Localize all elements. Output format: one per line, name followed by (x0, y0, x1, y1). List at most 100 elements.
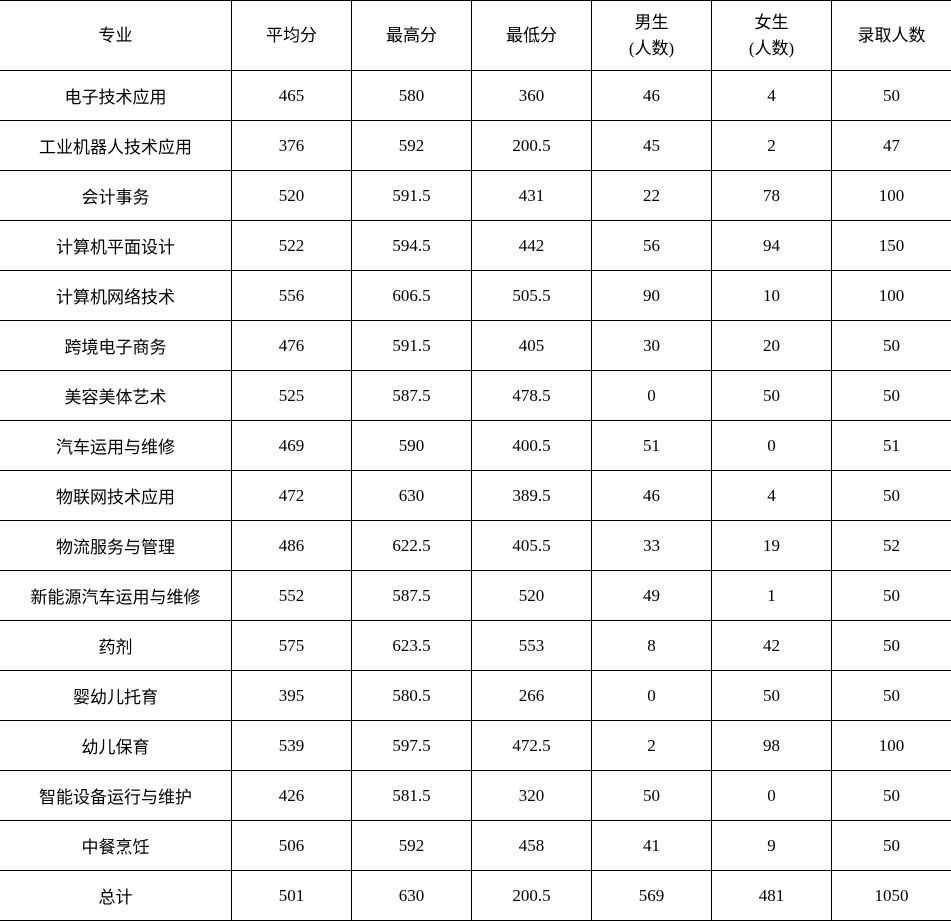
cell-major: 汽车运用与维修 (0, 421, 232, 471)
header-cell-total: 录取人数 (832, 1, 951, 71)
cell-major: 电子技术应用 (0, 71, 232, 121)
cell-min: 431 (472, 171, 592, 221)
cell-avg: 525 (232, 371, 352, 421)
cell-avg: 486 (232, 521, 352, 571)
table-row: 计算机网络技术556606.5505.59010100 (0, 271, 951, 321)
cell-max: 630 (352, 871, 472, 921)
cell-min: 478.5 (472, 371, 592, 421)
cell-female: 4 (712, 471, 832, 521)
cell-min: 442 (472, 221, 592, 271)
header-cell-male: 男生(人数) (592, 1, 712, 71)
cell-major: 物流服务与管理 (0, 521, 232, 571)
cell-min: 320 (472, 771, 592, 821)
cell-avg: 552 (232, 571, 352, 621)
cell-male: 90 (592, 271, 712, 321)
cell-male: 30 (592, 321, 712, 371)
cell-avg: 376 (232, 121, 352, 171)
table-row: 智能设备运行与维护426581.532050050 (0, 771, 951, 821)
cell-min: 200.5 (472, 121, 592, 171)
cell-male: 33 (592, 521, 712, 571)
cell-min: 520 (472, 571, 592, 621)
header-cell-avg: 平均分 (232, 1, 352, 71)
cell-max: 580.5 (352, 671, 472, 721)
cell-min: 505.5 (472, 271, 592, 321)
header-cell-max: 最高分 (352, 1, 472, 71)
cell-female: 98 (712, 721, 832, 771)
cell-female: 1 (712, 571, 832, 621)
cell-min: 266 (472, 671, 592, 721)
cell-male: 8 (592, 621, 712, 671)
cell-female: 2 (712, 121, 832, 171)
cell-female: 0 (712, 771, 832, 821)
cell-male: 45 (592, 121, 712, 171)
table-row: 总计501630200.55694811050 (0, 871, 951, 921)
cell-total: 52 (832, 521, 951, 571)
table-row: 物流服务与管理486622.5405.5331952 (0, 521, 951, 571)
cell-major: 计算机网络技术 (0, 271, 232, 321)
cell-male: 50 (592, 771, 712, 821)
cell-total: 50 (832, 321, 951, 371)
cell-female: 19 (712, 521, 832, 571)
cell-male: 46 (592, 71, 712, 121)
cell-male: 51 (592, 421, 712, 471)
cell-major: 会计事务 (0, 171, 232, 221)
cell-avg: 575 (232, 621, 352, 671)
cell-min: 405 (472, 321, 592, 371)
cell-female: 50 (712, 371, 832, 421)
cell-avg: 556 (232, 271, 352, 321)
cell-max: 597.5 (352, 721, 472, 771)
cell-avg: 539 (232, 721, 352, 771)
cell-min: 400.5 (472, 421, 592, 471)
cell-max: 594.5 (352, 221, 472, 271)
header-cell-female: 女生(人数) (712, 1, 832, 71)
table-row: 新能源汽车运用与维修552587.552049150 (0, 571, 951, 621)
cell-max: 580 (352, 71, 472, 121)
cell-total: 50 (832, 621, 951, 671)
cell-max: 587.5 (352, 571, 472, 621)
cell-max: 623.5 (352, 621, 472, 671)
cell-total: 50 (832, 771, 951, 821)
cell-female: 9 (712, 821, 832, 871)
cell-avg: 506 (232, 821, 352, 871)
cell-avg: 522 (232, 221, 352, 271)
header-label-line1: 女生 (712, 10, 831, 36)
cell-female: 0 (712, 421, 832, 471)
cell-avg: 472 (232, 471, 352, 521)
cell-min: 200.5 (472, 871, 592, 921)
cell-male: 2 (592, 721, 712, 771)
cell-female: 4 (712, 71, 832, 121)
cell-avg: 426 (232, 771, 352, 821)
cell-min: 389.5 (472, 471, 592, 521)
cell-male: 49 (592, 571, 712, 621)
cell-max: 591.5 (352, 171, 472, 221)
cell-major: 药剂 (0, 621, 232, 671)
cell-min: 553 (472, 621, 592, 671)
cell-male: 41 (592, 821, 712, 871)
cell-max: 592 (352, 821, 472, 871)
cell-major: 幼儿保育 (0, 721, 232, 771)
header-cell-major: 专业 (0, 1, 232, 71)
cell-total: 50 (832, 471, 951, 521)
cell-avg: 476 (232, 321, 352, 371)
cell-female: 481 (712, 871, 832, 921)
cell-min: 458 (472, 821, 592, 871)
cell-female: 42 (712, 621, 832, 671)
cell-female: 20 (712, 321, 832, 371)
cell-avg: 469 (232, 421, 352, 471)
table-header: 专业平均分最高分最低分男生(人数)女生(人数)录取人数 (0, 1, 951, 71)
header-label-line2: (人数) (592, 36, 711, 62)
cell-avg: 520 (232, 171, 352, 221)
cell-total: 50 (832, 371, 951, 421)
cell-total: 50 (832, 671, 951, 721)
cell-max: 587.5 (352, 371, 472, 421)
table-row: 会计事务520591.54312278100 (0, 171, 951, 221)
cell-max: 622.5 (352, 521, 472, 571)
cell-total: 1050 (832, 871, 951, 921)
table-row: 婴幼儿托育395580.526605050 (0, 671, 951, 721)
cell-male: 46 (592, 471, 712, 521)
cell-major: 美容美体艺术 (0, 371, 232, 421)
table-row: 计算机平面设计522594.54425694150 (0, 221, 951, 271)
cell-male: 569 (592, 871, 712, 921)
cell-min: 405.5 (472, 521, 592, 571)
cell-total: 100 (832, 271, 951, 321)
